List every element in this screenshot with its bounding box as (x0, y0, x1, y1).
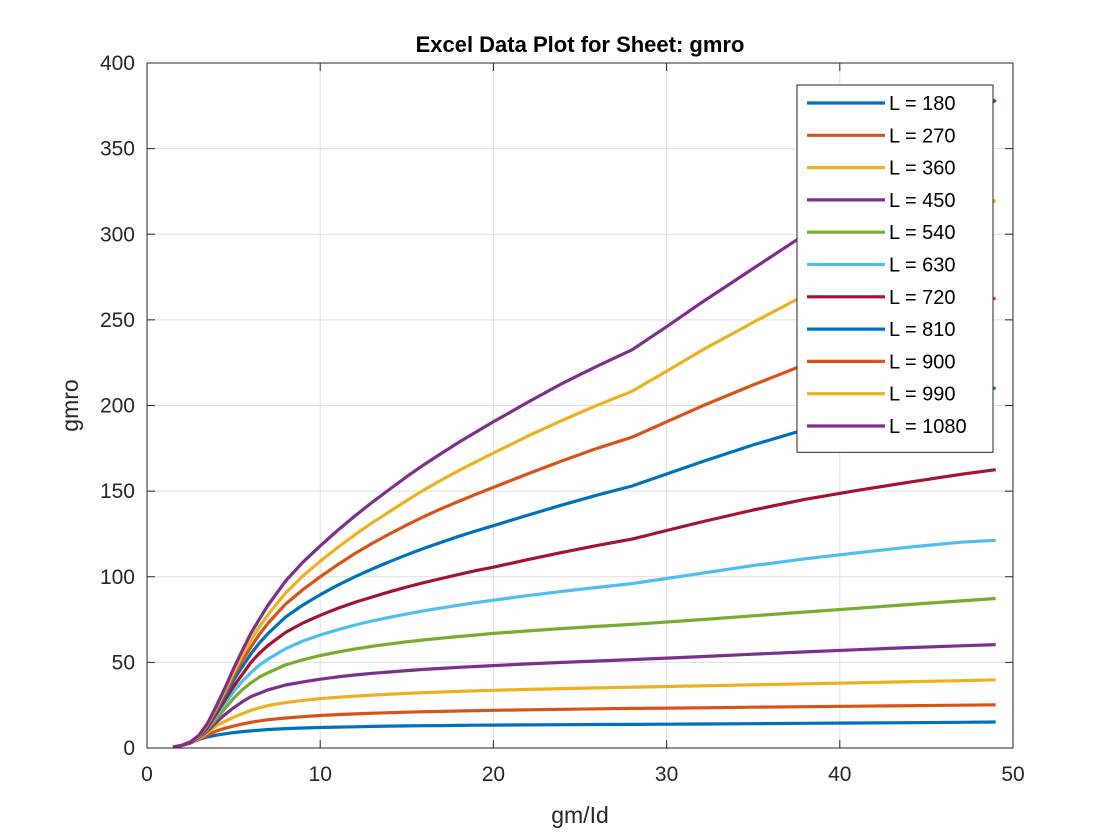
y-tick-label: 50 (112, 651, 135, 674)
legend-label: L = 450 (889, 190, 956, 212)
y-tick-label: 200 (100, 395, 135, 418)
legend-label: L = 630 (889, 255, 956, 277)
legend-label: L = 540 (889, 222, 956, 244)
y-tick-label: 400 (100, 52, 135, 75)
legend-label: L = 180 (889, 93, 956, 115)
x-tick-label: 30 (655, 763, 678, 786)
legend-box (796, 84, 994, 453)
legend-label: L = 1080 (889, 416, 967, 438)
legend-label: L = 810 (889, 319, 956, 341)
x-tick-label: 40 (828, 763, 851, 786)
axis-ticks: 0 10 20 30 40 50 0 50 100 150 200 250 300 350 400 (100, 52, 1025, 786)
x-tick-label: 50 (1001, 763, 1024, 786)
series-line-11 (172, 98, 997, 749)
y-tick-label: 250 (100, 309, 135, 332)
y-tick-label: 0 (123, 737, 135, 760)
series-line-7 (172, 468, 996, 749)
x-tick-label: 20 (482, 763, 505, 786)
y-tick-label: 100 (100, 566, 135, 589)
x-tick-label: 0 (141, 763, 153, 786)
legend-label: L = 900 (889, 351, 956, 373)
series-line-4 (172, 643, 996, 749)
y-axis-label: gmro (57, 379, 83, 431)
series-lines (172, 98, 997, 749)
legend-label: L = 360 (889, 158, 956, 180)
series-line-5 (172, 596, 996, 749)
series-line-1 (172, 720, 996, 749)
series-line-6 (172, 538, 996, 749)
series-line-3 (172, 678, 996, 749)
legend-label: L = 990 (889, 384, 956, 406)
legend-label: L = 720 (889, 287, 956, 309)
legend-label: L = 270 (889, 125, 956, 147)
x-axis-label: gm/Id (551, 802, 609, 828)
y-tick-label: 350 (100, 138, 135, 161)
series-line-2 (172, 703, 996, 749)
x-tick-label: 10 (309, 763, 332, 786)
y-tick-label: 150 (100, 480, 135, 503)
chart-title: Excel Data Plot for Sheet: gmro (416, 32, 745, 57)
y-tick-label: 300 (100, 223, 135, 246)
legend: L = 180 L = 270 L = 360 L = 450 L = 540 L = 6… (796, 84, 994, 453)
